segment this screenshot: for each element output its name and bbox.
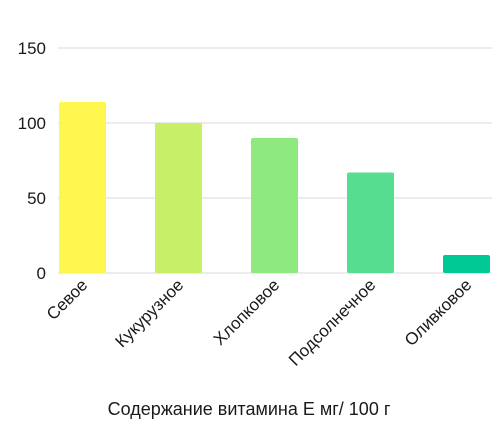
y-axis-tick-labels: 0 50 100 150 (18, 39, 46, 283)
x-axis-title: Содержание витамина Е мг/ 100 г (108, 399, 391, 419)
category-labels: Севое Кукурузное Хлопковое Подсолнечное Олив… (43, 275, 475, 369)
y-tick-label: 0 (37, 264, 46, 283)
x-category-label: Севое (43, 275, 91, 323)
bars (59, 102, 490, 273)
bar-2 (155, 123, 202, 273)
x-category-label: Подсолнечное (285, 275, 379, 369)
y-tick-label: 150 (18, 39, 46, 58)
bar-5 (443, 255, 490, 273)
bar-3 (251, 138, 298, 273)
bar-4 (347, 172, 394, 273)
x-category-label: Кукурузное (112, 275, 188, 351)
y-tick-label: 100 (18, 114, 46, 133)
x-category-label: Оливковое (401, 275, 475, 349)
y-tick-label: 50 (27, 189, 46, 208)
x-category-label: Хлопковое (210, 275, 284, 349)
bar-1 (59, 102, 106, 273)
